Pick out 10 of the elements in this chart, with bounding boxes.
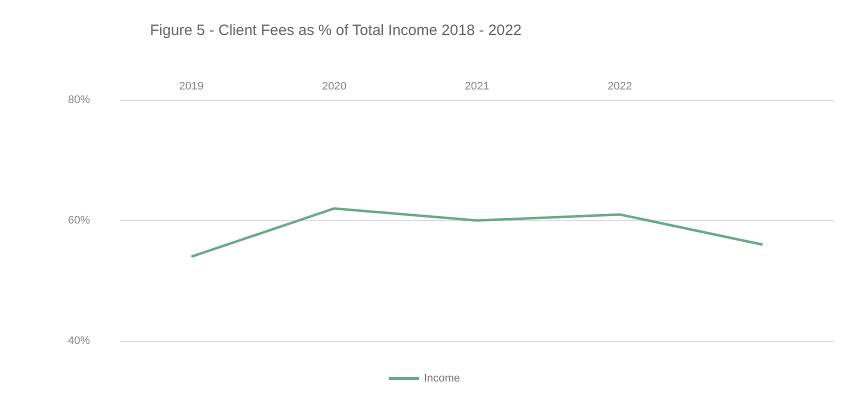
legend-label: Income (424, 372, 460, 384)
line-series (190, 207, 764, 258)
x-tick-label: 2021 (464, 80, 490, 92)
x-tick-label: 2019 (179, 80, 204, 92)
y-tick-label: 60% (68, 214, 90, 226)
y-tick-label: 80% (68, 94, 90, 106)
y-tick-label: 40% (68, 335, 90, 347)
chart-title: Figure 5 - Client Fees as % of Total Income 2018 - 2022 (150, 22, 522, 39)
x-tick-label: 2020 (322, 80, 346, 92)
x-tick-label: 2022 (608, 80, 632, 92)
